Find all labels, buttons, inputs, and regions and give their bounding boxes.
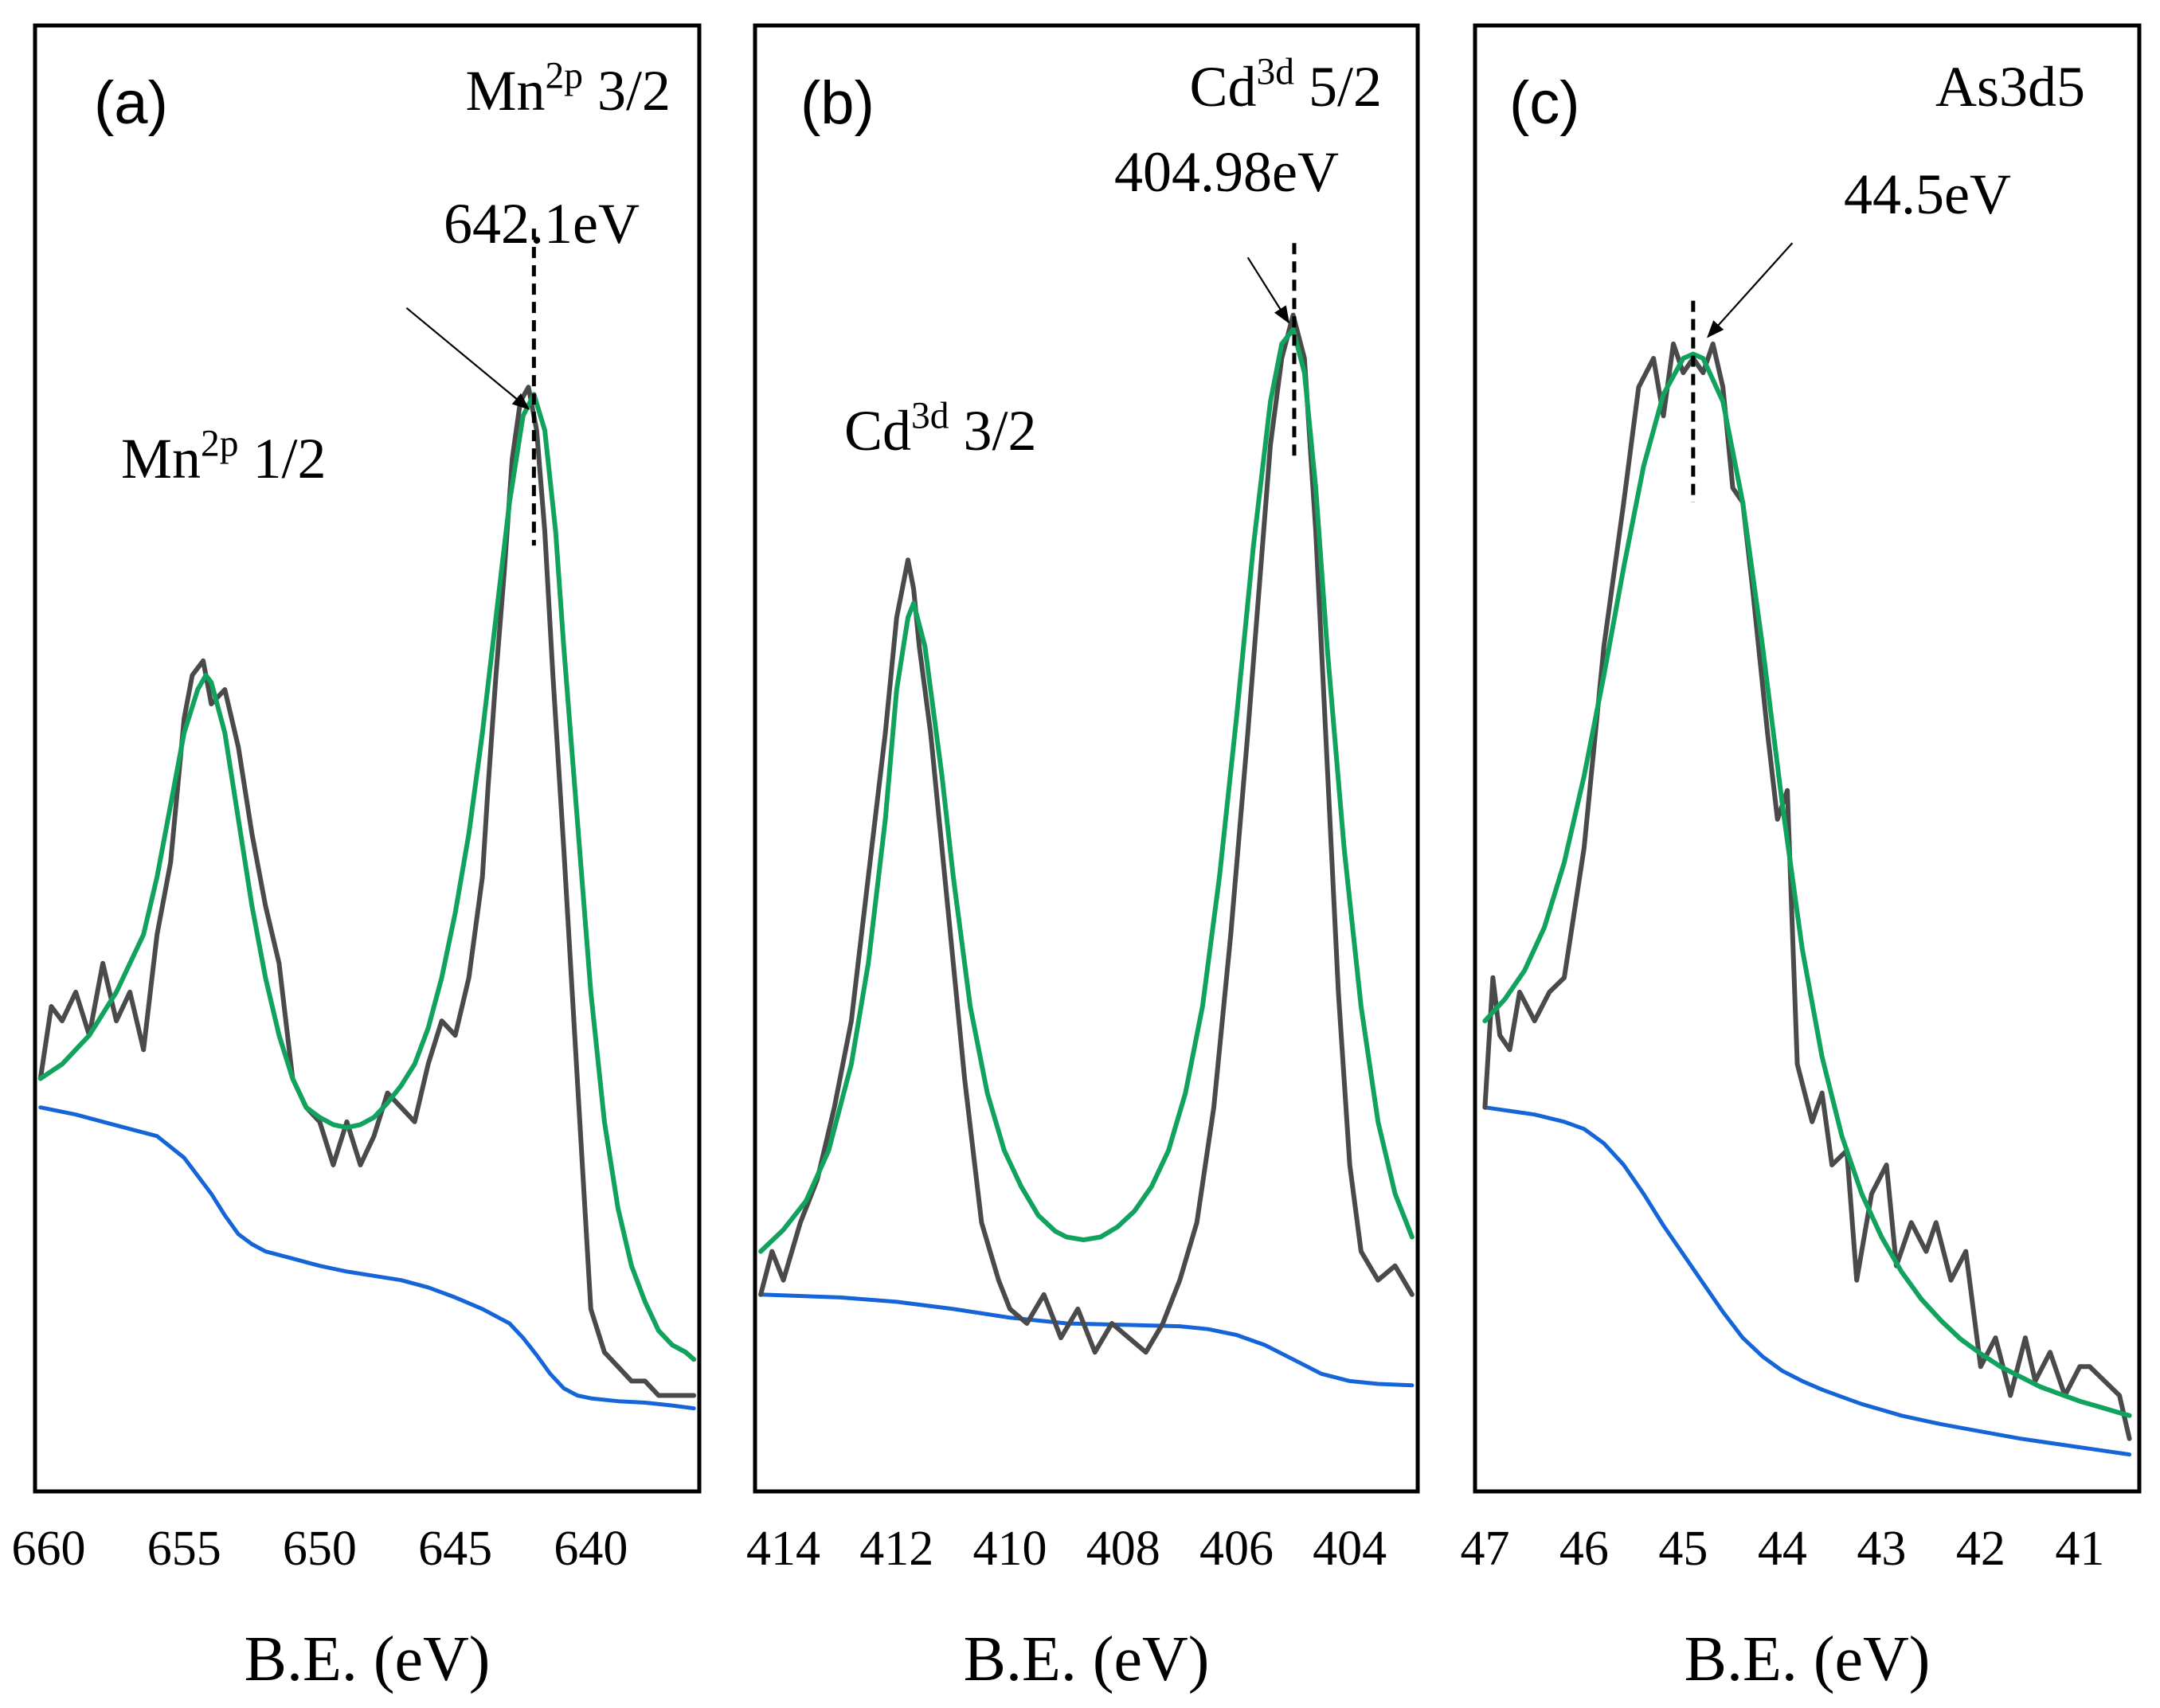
panel-a-x-axis-label: B.E. (eV) — [245, 1624, 491, 1694]
panel-b-title-base: Cd — [1189, 55, 1256, 119]
panel-b-x-tick-label: 412 — [859, 1522, 933, 1576]
panel-b-secondary-label-base: Cd — [844, 399, 911, 463]
panel-b-x-tick-label: 404 — [1313, 1522, 1387, 1576]
panel-c-x-tick-label: 47 — [1460, 1522, 1509, 1576]
panel-a-x-tick-label: 660 — [12, 1522, 86, 1576]
panel-c-x-tick-label: 44 — [1758, 1522, 1807, 1576]
panel-a-secondary-label-superscript: 2p — [201, 424, 239, 465]
panel-b-x-tick-label: 414 — [746, 1522, 820, 1576]
panel-a-series-fit-line — [37, 392, 697, 1362]
panel-b-secondary-label-superscript: 3d — [911, 396, 949, 437]
panel-b-series-background-line — [758, 1292, 1415, 1388]
panel-c-x-tick-label: 43 — [1857, 1522, 1906, 1576]
panel-c-x-tick-label: 42 — [1956, 1522, 2005, 1576]
panel-c-peak-label: 44.5eV — [1844, 162, 2011, 226]
panel-c-x-tick-label: 41 — [2055, 1522, 2104, 1576]
panel-b-title-tail: 5/2 — [1294, 55, 1382, 119]
panel-c-title-base: As3d5 — [1935, 55, 2085, 119]
panel-c-label: (c) — [1509, 69, 1580, 137]
panel-a-title-base: Mn — [465, 59, 545, 123]
panel-a-peak-arrow — [405, 307, 530, 410]
panel-b-series — [758, 312, 1415, 1388]
panel-a-series-background-line — [38, 1105, 696, 1411]
panel-b-x-tick-label: 408 — [1086, 1522, 1160, 1576]
panel-a-series-raw-line — [37, 385, 697, 1398]
panel-a-series — [37, 385, 697, 1411]
panel-a-title-tail: 3/2 — [583, 59, 671, 123]
panel-c-x-tick-label: 46 — [1559, 1522, 1609, 1576]
panel-a-x-tick-label: 640 — [554, 1522, 628, 1576]
panel-a-frame — [33, 23, 702, 1494]
panel-a-x-tick-label: 650 — [283, 1522, 357, 1576]
panel-b-x-tick-label: 410 — [973, 1522, 1047, 1576]
panel-a-label: (a) — [94, 69, 168, 137]
panel-c: (c) As3d5 44.5eV 47 46 45 44 43 42 41 B.E. (eV) — [1460, 23, 2142, 1694]
panel-c-title: As3d5 — [1935, 55, 2085, 119]
panel-a-secondary-label-base: Mn — [121, 427, 201, 491]
panel-c-frame — [1473, 23, 2142, 1494]
panel-c-x-axis-label: B.E. (eV) — [1685, 1624, 1931, 1694]
panel-b-secondary-label-tail: 3/2 — [949, 399, 1037, 463]
panel-a-title-superscript: 2p — [545, 56, 583, 97]
panel-b-series-fit-line — [758, 326, 1415, 1254]
panel-a-title: Mn2p 3/2 — [465, 56, 671, 123]
panel-b-label: (b) — [800, 69, 875, 137]
panel-a-peak-label: 642.1eV — [444, 192, 640, 256]
panel-c-series — [1482, 341, 2132, 1457]
panel-b-title-superscript: 3d — [1256, 52, 1294, 93]
panel-b-peak-arrow — [1246, 256, 1290, 324]
panel-c-series-fit-line — [1482, 351, 2132, 1418]
panel-c-x-tick-label: 45 — [1658, 1522, 1708, 1576]
panel-a-x-tick-label: 645 — [418, 1522, 492, 1576]
panel-a-secondary-label: Mn2p 1/2 — [121, 424, 327, 491]
panel-c-series-raw-line — [1482, 341, 2132, 1441]
panel-b-title: Cd3d 5/2 — [1189, 52, 1382, 119]
panel-b-x-tick-label: 406 — [1199, 1522, 1274, 1576]
panel-b-frame — [753, 23, 1420, 1494]
panel-a-secondary-label-tail: 1/2 — [239, 427, 327, 491]
panel-b-x-axis-label: B.E. (eV) — [964, 1624, 1210, 1694]
panel-c-series-background-line — [1482, 1105, 2132, 1457]
panel-b-peak-label: 404.98eV — [1114, 140, 1339, 204]
panel-a-x-tick-label: 655 — [147, 1522, 221, 1576]
panel-b-secondary-label: Cd3d 3/2 — [844, 396, 1037, 463]
panel-c-peak-arrow — [1707, 242, 1794, 338]
